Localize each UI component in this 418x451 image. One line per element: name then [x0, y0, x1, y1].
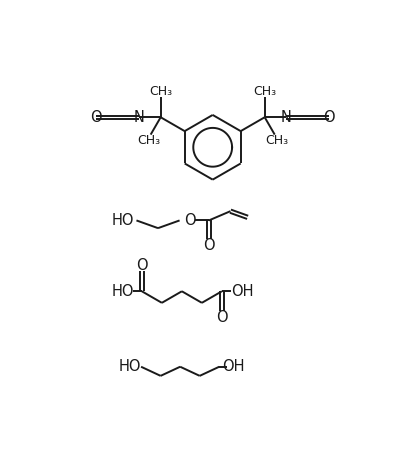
Text: CH₃: CH₃: [253, 85, 276, 98]
Text: O: O: [184, 213, 195, 228]
Text: N: N: [281, 110, 292, 125]
Text: CH₃: CH₃: [265, 134, 288, 147]
Text: CH₃: CH₃: [137, 134, 160, 147]
Text: O: O: [216, 310, 228, 325]
Text: O: O: [324, 110, 335, 125]
Text: OH: OH: [222, 359, 245, 374]
Text: HO: HO: [119, 359, 142, 374]
Text: OH: OH: [231, 284, 253, 299]
Text: O: O: [203, 238, 215, 253]
Text: HO: HO: [111, 284, 134, 299]
Text: O: O: [90, 110, 102, 125]
Text: O: O: [136, 258, 148, 272]
Text: N: N: [134, 110, 145, 125]
Text: CH₃: CH₃: [149, 85, 172, 98]
Text: HO: HO: [111, 213, 134, 228]
